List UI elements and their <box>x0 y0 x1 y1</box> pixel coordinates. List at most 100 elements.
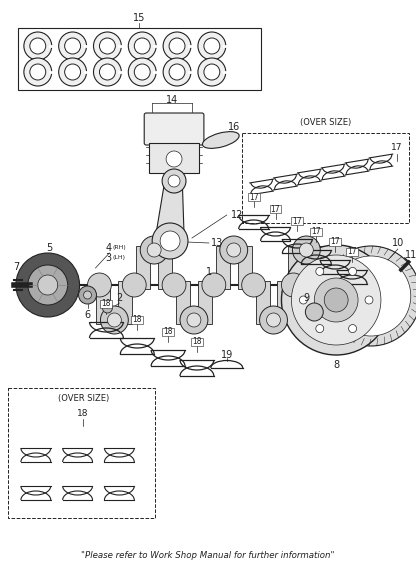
Circle shape <box>160 231 180 251</box>
Circle shape <box>324 288 348 312</box>
FancyBboxPatch shape <box>97 281 110 324</box>
Text: 8: 8 <box>333 360 339 370</box>
Text: 14: 14 <box>166 95 178 105</box>
FancyBboxPatch shape <box>310 246 324 289</box>
Bar <box>162 328 174 336</box>
Bar <box>346 248 358 256</box>
Circle shape <box>267 313 280 327</box>
Circle shape <box>305 303 323 321</box>
Circle shape <box>299 296 307 304</box>
Circle shape <box>349 267 357 275</box>
Text: 17: 17 <box>330 238 340 247</box>
Bar <box>329 238 341 246</box>
Text: (OVER SIZE): (OVER SIZE) <box>300 119 351 127</box>
Circle shape <box>65 38 81 54</box>
Text: 7: 7 <box>13 262 19 272</box>
Circle shape <box>16 253 79 317</box>
Circle shape <box>100 306 128 334</box>
Circle shape <box>316 267 324 275</box>
FancyBboxPatch shape <box>158 246 172 289</box>
Text: 3: 3 <box>105 253 112 263</box>
Circle shape <box>99 38 115 54</box>
FancyBboxPatch shape <box>278 281 291 324</box>
Circle shape <box>134 64 150 80</box>
Circle shape <box>311 273 335 297</box>
Text: 6: 6 <box>84 310 91 320</box>
Circle shape <box>147 243 161 257</box>
Circle shape <box>128 32 156 60</box>
Circle shape <box>134 38 150 54</box>
Circle shape <box>281 273 305 297</box>
FancyBboxPatch shape <box>176 281 190 324</box>
Ellipse shape <box>202 132 239 148</box>
Bar <box>131 316 143 324</box>
Circle shape <box>169 64 185 80</box>
Text: 16: 16 <box>228 122 240 132</box>
Circle shape <box>365 296 373 304</box>
Text: (RH): (RH) <box>112 246 126 251</box>
Bar <box>191 338 203 346</box>
FancyBboxPatch shape <box>136 246 150 289</box>
Circle shape <box>349 324 357 332</box>
Circle shape <box>166 151 182 167</box>
Text: 18: 18 <box>77 408 88 417</box>
Text: 18: 18 <box>102 300 111 308</box>
Circle shape <box>227 243 241 257</box>
Circle shape <box>140 236 168 264</box>
Text: 17: 17 <box>271 204 280 214</box>
Text: 18: 18 <box>133 316 142 324</box>
Circle shape <box>30 38 46 54</box>
Text: 18: 18 <box>192 337 201 347</box>
Circle shape <box>38 275 58 295</box>
Circle shape <box>99 64 115 80</box>
FancyBboxPatch shape <box>256 281 270 324</box>
Circle shape <box>168 175 180 187</box>
Text: 17: 17 <box>347 247 357 256</box>
Circle shape <box>163 58 191 86</box>
Circle shape <box>202 273 226 297</box>
Circle shape <box>152 223 188 259</box>
Circle shape <box>102 303 112 313</box>
Circle shape <box>162 169 186 193</box>
Text: 15: 15 <box>133 13 145 23</box>
Circle shape <box>180 306 208 334</box>
Text: (LH): (LH) <box>112 255 125 260</box>
FancyBboxPatch shape <box>238 246 252 289</box>
Circle shape <box>162 273 186 297</box>
Text: 2: 2 <box>116 293 122 303</box>
Text: 10: 10 <box>392 238 404 248</box>
Text: 4: 4 <box>105 243 112 253</box>
Circle shape <box>128 58 156 86</box>
Text: 17: 17 <box>293 216 302 226</box>
Text: 17: 17 <box>391 143 403 152</box>
Circle shape <box>28 265 68 305</box>
Bar <box>247 193 260 201</box>
Circle shape <box>79 286 97 304</box>
FancyBboxPatch shape <box>144 113 204 145</box>
FancyBboxPatch shape <box>216 246 230 289</box>
Circle shape <box>316 324 324 332</box>
Circle shape <box>314 278 358 322</box>
Text: (OVER SIZE): (OVER SIZE) <box>58 393 109 403</box>
Text: 1: 1 <box>206 267 212 277</box>
Circle shape <box>198 32 226 60</box>
Bar <box>310 228 322 236</box>
Text: 18: 18 <box>163 328 173 336</box>
Circle shape <box>281 245 391 355</box>
Text: 9: 9 <box>303 293 309 303</box>
Circle shape <box>204 64 220 80</box>
Circle shape <box>30 64 46 80</box>
Bar <box>291 217 303 225</box>
Circle shape <box>24 32 52 60</box>
Polygon shape <box>156 173 184 233</box>
Text: 17: 17 <box>311 227 321 236</box>
Bar <box>100 300 112 308</box>
Text: 13: 13 <box>211 238 223 248</box>
Circle shape <box>242 273 265 297</box>
Circle shape <box>94 32 121 60</box>
Circle shape <box>331 256 411 336</box>
Circle shape <box>87 273 112 297</box>
Circle shape <box>291 255 381 345</box>
Text: 12: 12 <box>231 210 243 220</box>
FancyBboxPatch shape <box>198 281 212 324</box>
